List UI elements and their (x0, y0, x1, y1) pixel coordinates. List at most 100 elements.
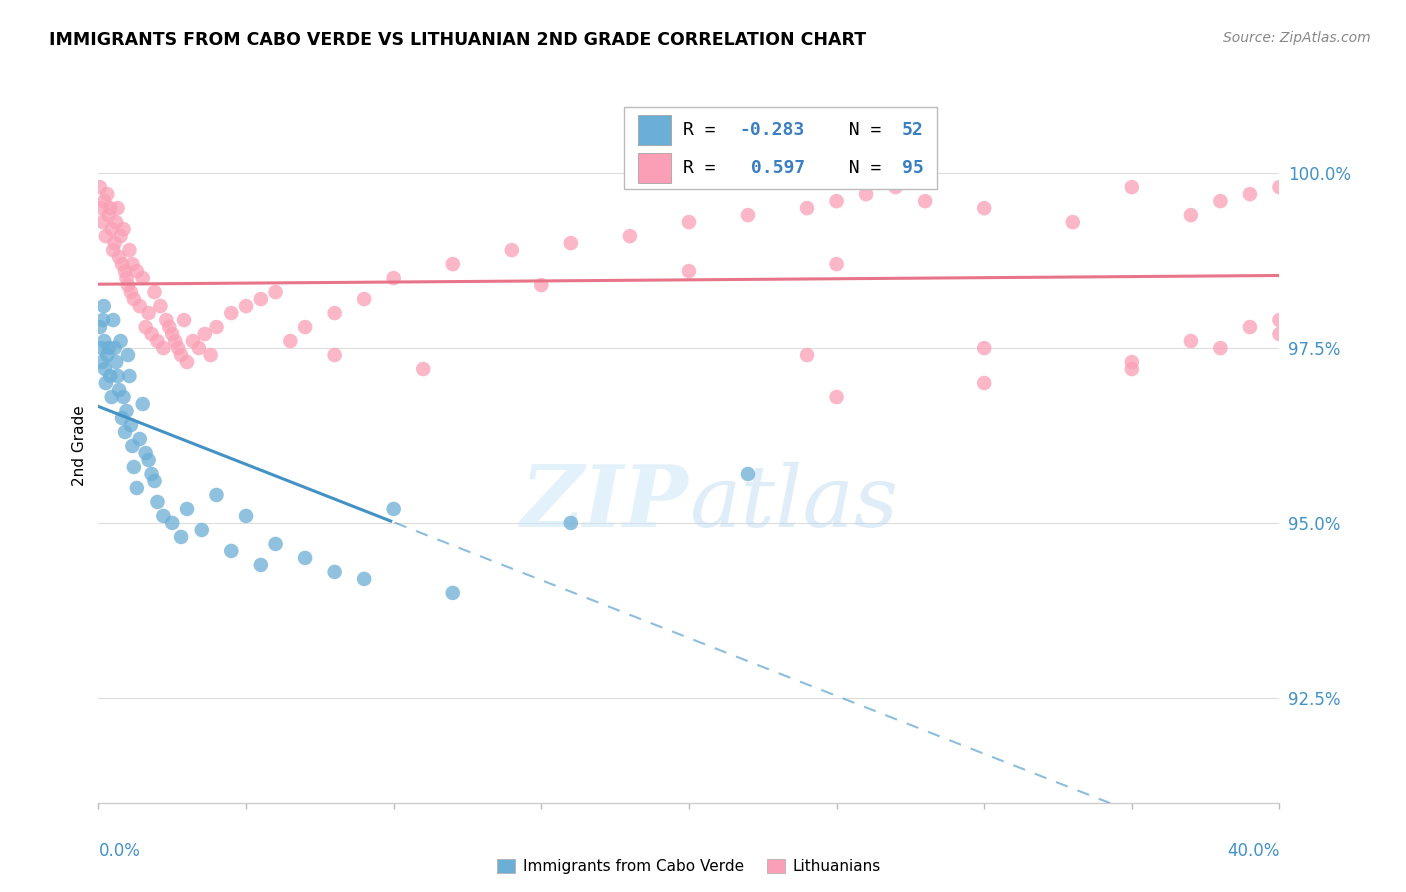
Point (135, 446, 157, 460)
Point (170, 530, 193, 544)
Point (855, 187, 877, 202)
Point (138, 453, 160, 467)
Point (93, 194, 115, 208)
Point (98, 369, 121, 384)
Point (619, 229, 641, 244)
Point (205, 320, 228, 334)
Point (128, 432, 150, 446)
Point (1268, 180, 1291, 194)
Point (264, 285, 287, 299)
Point (112, 222, 135, 236)
Point (914, 194, 936, 208)
Point (120, 285, 142, 299)
Point (796, 348, 818, 362)
Point (121, 257, 143, 271)
Point (1180, 208, 1202, 222)
Point (143, 285, 166, 299)
Point (118, 369, 141, 384)
Point (125, 264, 148, 278)
Legend: Immigrants from Cabo Verde, Lithuanians: Immigrants from Cabo Verde, Lithuanians (491, 854, 887, 880)
Text: 52: 52 (901, 121, 924, 139)
Point (441, 586, 464, 600)
FancyBboxPatch shape (624, 107, 936, 189)
Point (112, 390, 135, 404)
Point (181, 334, 204, 348)
Point (973, 201, 995, 215)
Point (825, 390, 848, 404)
Point (128, 299, 150, 313)
Point (115, 271, 138, 285)
Point (141, 467, 163, 481)
Point (89, 320, 111, 334)
Point (353, 572, 375, 586)
Point (97, 341, 120, 355)
Point (412, 362, 434, 376)
Point (91, 215, 114, 229)
Point (1121, 355, 1143, 369)
Point (264, 537, 287, 551)
Point (737, 208, 759, 222)
Point (89, 180, 111, 194)
Point (1062, 215, 1084, 229)
Text: N =: N = (827, 121, 893, 139)
Text: 40.0%: 40.0% (1227, 842, 1279, 860)
Point (117, 278, 139, 293)
Point (157, 320, 180, 334)
Point (91, 355, 114, 369)
Point (200, 348, 222, 362)
Point (141, 327, 163, 342)
Point (294, 550, 316, 565)
Point (94, 376, 117, 390)
Point (100, 222, 122, 236)
Point (678, 215, 700, 229)
Point (152, 508, 174, 523)
Text: IMMIGRANTS FROM CABO VERDE VS LITHUANIAN 2ND GRADE CORRELATION CHART: IMMIGRANTS FROM CABO VERDE VS LITHUANIAN… (49, 31, 866, 49)
Point (96, 187, 118, 202)
Point (678, 264, 700, 278)
Point (1357, 306, 1379, 320)
Text: 0.0%: 0.0% (98, 842, 141, 860)
Point (132, 397, 155, 411)
Point (107, 369, 129, 384)
Point (176, 502, 198, 516)
Point (280, 334, 302, 348)
Point (120, 417, 142, 432)
Point (93, 299, 115, 313)
Point (132, 271, 155, 285)
Text: 95: 95 (901, 159, 924, 177)
Point (125, 481, 148, 495)
Point (1239, 187, 1261, 202)
Text: atlas: atlas (689, 462, 898, 544)
Point (1327, 313, 1350, 327)
Point (441, 257, 464, 271)
Point (90, 341, 112, 355)
Point (94, 229, 117, 244)
Point (1209, 341, 1232, 355)
Point (1180, 334, 1202, 348)
Point (93, 334, 115, 348)
Point (105, 355, 128, 369)
Point (323, 306, 346, 320)
Point (973, 376, 995, 390)
Point (221, 544, 243, 558)
Point (98, 201, 121, 215)
Point (250, 292, 273, 306)
Point (194, 327, 217, 342)
Point (90, 201, 112, 215)
Point (121, 439, 143, 453)
Point (97, 208, 120, 222)
Point (176, 355, 198, 369)
Text: R =: R = (683, 159, 727, 177)
Point (135, 320, 157, 334)
Text: 0.597: 0.597 (740, 159, 806, 177)
Point (104, 341, 127, 355)
Point (103, 243, 125, 257)
Point (191, 523, 214, 537)
Point (1209, 194, 1232, 208)
Point (560, 516, 582, 530)
Point (737, 467, 759, 481)
Point (108, 250, 131, 264)
Point (796, 201, 818, 215)
Text: -0.283: -0.283 (740, 121, 806, 139)
Point (117, 348, 139, 362)
